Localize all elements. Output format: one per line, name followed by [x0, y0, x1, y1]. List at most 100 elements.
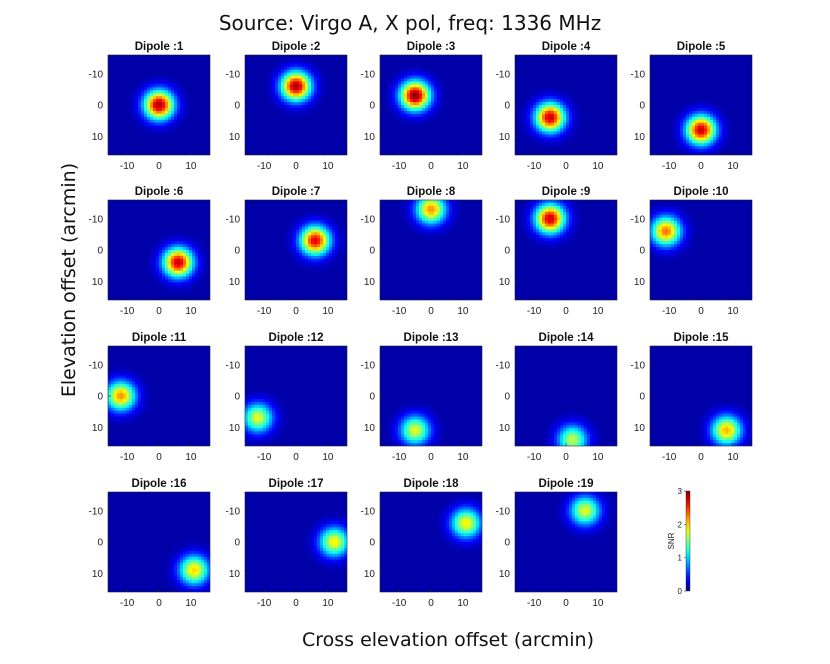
heatmap-cell	[269, 96, 273, 100]
heatmap-cell	[404, 211, 408, 216]
heatmap-cell	[165, 559, 169, 564]
heatmap-cell	[332, 217, 336, 222]
heatmap-cell	[722, 437, 726, 441]
heatmap-cell	[677, 125, 681, 130]
heatmap-cell	[554, 200, 558, 204]
heatmap-cell	[287, 96, 291, 100]
heatmap-cell	[156, 261, 160, 266]
heatmap-cell	[245, 398, 249, 403]
heatmap-cell	[560, 238, 564, 242]
heatmap-cell	[290, 72, 294, 77]
heatmap-cell	[695, 119, 699, 124]
heatmap-cell	[311, 107, 315, 112]
heatmap-cell	[132, 396, 136, 400]
heatmap-cell	[272, 102, 276, 106]
heatmap-cell	[434, 102, 438, 106]
y-tick-label: -10	[361, 360, 376, 371]
heatmap-cell	[201, 550, 205, 555]
heatmap-cell	[569, 137, 573, 141]
heatmap-cell	[656, 250, 660, 254]
heatmap-cell	[569, 428, 573, 432]
heatmap-cell	[536, 202, 540, 207]
heatmap-cell	[186, 264, 190, 269]
heatmap-cell	[545, 226, 549, 231]
heatmap-cell	[686, 211, 690, 216]
heatmap-cell	[341, 553, 345, 558]
heatmap-cell	[326, 521, 330, 525]
heatmap-cell	[129, 378, 133, 382]
heatmap-cell	[404, 208, 408, 213]
heatmap-cell	[192, 547, 196, 552]
heatmap-cell	[275, 416, 279, 421]
heatmap-cell	[530, 205, 534, 210]
heatmap-cell	[521, 116, 525, 121]
heatmap-cell	[165, 116, 169, 121]
heatmap-cell	[398, 113, 402, 118]
heatmap-cell	[326, 544, 330, 549]
heatmap-cell	[159, 279, 163, 283]
y-tick-label: -10	[89, 506, 104, 517]
heatmap-cell	[683, 235, 687, 239]
heatmap-cell	[144, 107, 148, 112]
heatmap-cell	[452, 539, 456, 543]
y-tick-label: -10	[361, 69, 376, 80]
heatmap-cell	[734, 404, 738, 409]
heatmap-cell	[257, 431, 261, 435]
heatmap-cell	[398, 443, 402, 446]
heatmap-cell	[183, 586, 187, 590]
heatmap-cell	[308, 75, 312, 80]
heatmap-cell	[135, 384, 139, 388]
heatmap-cell	[183, 562, 187, 567]
heatmap-cell	[563, 437, 567, 441]
heatmap-cell	[419, 205, 423, 210]
heatmap-cell	[311, 102, 315, 106]
heatmap-cell	[710, 443, 714, 446]
heatmap-cell	[320, 87, 324, 91]
heatmap-cell	[198, 279, 202, 283]
panel-title: Dipole :8	[407, 186, 456, 198]
heatmap-cell	[443, 208, 447, 213]
heatmap-cell	[548, 93, 552, 97]
heatmap-cell	[174, 87, 178, 91]
heatmap-cell	[710, 116, 714, 121]
heatmap-cell	[689, 238, 693, 242]
heatmap-cell	[539, 105, 543, 109]
heatmap-cell	[314, 247, 318, 251]
heatmap-cell	[545, 119, 549, 124]
heatmap-cell	[554, 226, 558, 231]
heatmap-cell	[548, 241, 552, 245]
heatmap-cell	[293, 232, 297, 236]
heatmap-cell	[293, 229, 297, 233]
heatmap-cell	[296, 78, 300, 83]
heatmap-cell	[551, 99, 555, 103]
heatmap-cell	[599, 443, 603, 446]
heatmap-cell	[413, 81, 417, 86]
heatmap-cell	[425, 425, 429, 429]
heatmap-cell	[192, 252, 196, 257]
heatmap-cell	[413, 113, 417, 118]
heatmap-cell	[129, 113, 133, 118]
heatmap-cell	[171, 270, 175, 275]
heatmap-cell	[168, 571, 172, 575]
heatmap-cell	[401, 214, 405, 219]
heatmap-cell	[144, 381, 148, 385]
heatmap-cell	[174, 99, 178, 103]
heatmap-cell	[198, 544, 202, 549]
heatmap-cell	[434, 105, 438, 109]
heatmap-cell	[713, 113, 717, 118]
heatmap-cell	[713, 131, 717, 136]
heatmap-cell	[560, 437, 564, 441]
heatmap-cell	[536, 220, 540, 225]
heatmap-cell	[422, 410, 426, 415]
heatmap-cell	[302, 264, 306, 269]
y-tick-label: 10	[92, 132, 104, 143]
heatmap-cell	[335, 547, 339, 552]
heatmap-cell	[183, 247, 187, 251]
heatmap-cell	[410, 404, 414, 409]
heatmap-cell	[323, 241, 327, 245]
heatmap-cell	[401, 90, 405, 94]
heatmap-cell	[207, 258, 210, 263]
heatmap-cell	[530, 116, 534, 121]
heatmap-cell	[284, 235, 288, 239]
